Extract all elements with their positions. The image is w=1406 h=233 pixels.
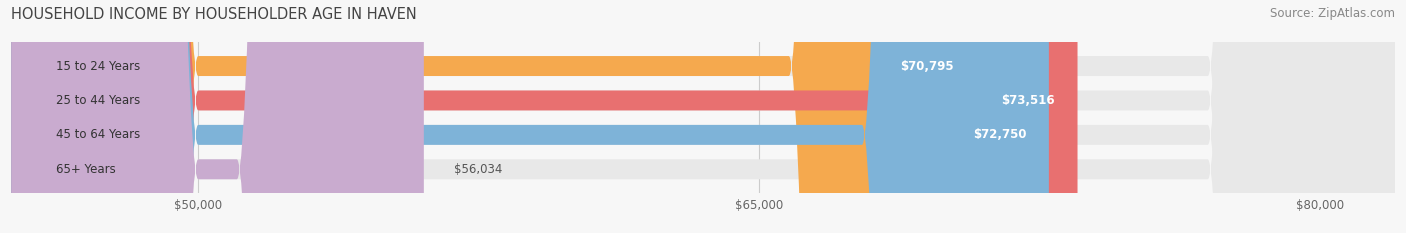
- Text: 65+ Years: 65+ Years: [56, 163, 115, 176]
- Text: Source: ZipAtlas.com: Source: ZipAtlas.com: [1270, 7, 1395, 20]
- FancyBboxPatch shape: [11, 0, 1395, 233]
- FancyBboxPatch shape: [11, 0, 976, 233]
- Text: $70,795: $70,795: [900, 60, 953, 72]
- Text: 45 to 64 Years: 45 to 64 Years: [56, 128, 141, 141]
- Text: $73,516: $73,516: [1001, 94, 1054, 107]
- FancyBboxPatch shape: [11, 0, 1049, 233]
- Text: $72,750: $72,750: [973, 128, 1026, 141]
- Text: 25 to 44 Years: 25 to 44 Years: [56, 94, 141, 107]
- Text: 15 to 24 Years: 15 to 24 Years: [56, 60, 141, 72]
- FancyBboxPatch shape: [11, 0, 1395, 233]
- Text: $56,034: $56,034: [454, 163, 502, 176]
- Text: HOUSEHOLD INCOME BY HOUSEHOLDER AGE IN HAVEN: HOUSEHOLD INCOME BY HOUSEHOLDER AGE IN H…: [11, 7, 418, 22]
- FancyBboxPatch shape: [11, 0, 1395, 233]
- FancyBboxPatch shape: [11, 0, 423, 233]
- FancyBboxPatch shape: [11, 0, 1077, 233]
- FancyBboxPatch shape: [11, 0, 1395, 233]
